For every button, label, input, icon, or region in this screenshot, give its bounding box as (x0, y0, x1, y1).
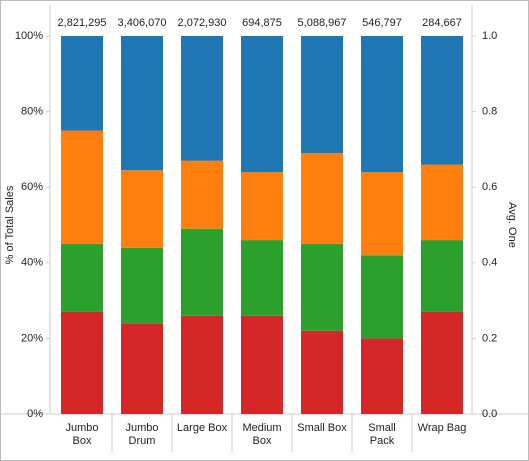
y2-tick-label: 0.0 (482, 408, 497, 420)
x-tick-label-line: Jumbo (125, 422, 158, 434)
x-tick-label-line: Box (73, 435, 92, 447)
total-label: 2,072,930 (178, 17, 227, 29)
y-tick-label: 20% (21, 332, 43, 344)
bar-segment (301, 243, 343, 331)
bar-segment (241, 36, 283, 173)
x-tick-label: Small Box (297, 422, 347, 434)
bar-segment (361, 255, 403, 339)
bar-segment (241, 315, 283, 414)
total-label: 546,797 (362, 17, 402, 29)
y-axis-label: % of Total Sales (4, 185, 16, 264)
y2-tick-label: 0.4 (482, 257, 497, 269)
bar-segment (121, 247, 163, 324)
bar-segment (421, 240, 463, 312)
total-label: 284,667 (422, 17, 462, 29)
y2-tick-label: 0.2 (482, 332, 497, 344)
bar-segment (121, 170, 163, 248)
bar-segment (181, 160, 223, 229)
bar-segment (61, 130, 103, 244)
y-tick-label: 0% (27, 408, 43, 420)
bar-segment (181, 36, 223, 161)
x-tick-label: Large Box (177, 422, 228, 434)
bar-segment (121, 36, 163, 171)
x-tick-label-line: Large Box (177, 422, 228, 434)
x-tick-label: Jumbo Drum (125, 422, 158, 447)
x-tick-label-line: Jumbo (65, 422, 98, 434)
y2-tick-label: 1.0 (482, 30, 497, 42)
x-tick-label: Medium Box (242, 422, 281, 447)
bar-segment (61, 311, 103, 414)
total-label: 5,088,967 (298, 17, 347, 29)
bar-segment (301, 330, 343, 414)
y-tick-label: 80% (21, 106, 43, 118)
bar-segment (241, 240, 283, 316)
x-tick-label-line: Pack (370, 435, 395, 447)
bar-segment (361, 338, 403, 414)
x-tick-label-line: Drum (129, 435, 156, 447)
y2-tick-label: 0.8 (482, 106, 497, 118)
bar-segment (181, 228, 223, 316)
total-label: 3,406,070 (118, 17, 167, 29)
y-tick-label: 40% (21, 257, 43, 269)
bar-segment (121, 323, 163, 414)
y-tick-label: 60% (21, 181, 43, 193)
bar-segment (181, 315, 223, 414)
bar-segment (61, 243, 103, 312)
x-tick-label-line: Small (368, 422, 396, 434)
x-tick-label: Small Pack (368, 422, 396, 447)
y2-tick-label: 0.6 (482, 181, 497, 193)
bar-segment (301, 153, 343, 244)
bar-segment (361, 36, 403, 173)
total-label: 694,875 (242, 17, 282, 29)
x-tick-label-line: Small Box (297, 422, 347, 434)
y-tick-label: 100% (15, 30, 43, 42)
bar-segment (361, 172, 403, 256)
bar-segment (301, 36, 343, 154)
y2-axis-label: Avg. One (506, 202, 518, 248)
x-tick-label-line: Wrap Bag (418, 422, 467, 434)
bar-segment (421, 164, 463, 241)
x-tick-label-line: Medium (242, 422, 281, 434)
bar-segment (241, 172, 283, 241)
x-tick-label: Jumbo Box (65, 422, 98, 447)
bar-segment (61, 36, 103, 131)
total-label: 2,821,295 (58, 17, 107, 29)
x-tick-label-line: Box (253, 435, 272, 447)
bar-segment (421, 311, 463, 414)
x-tick-label: Wrap Bag (418, 422, 467, 434)
bar-segment (421, 36, 463, 165)
